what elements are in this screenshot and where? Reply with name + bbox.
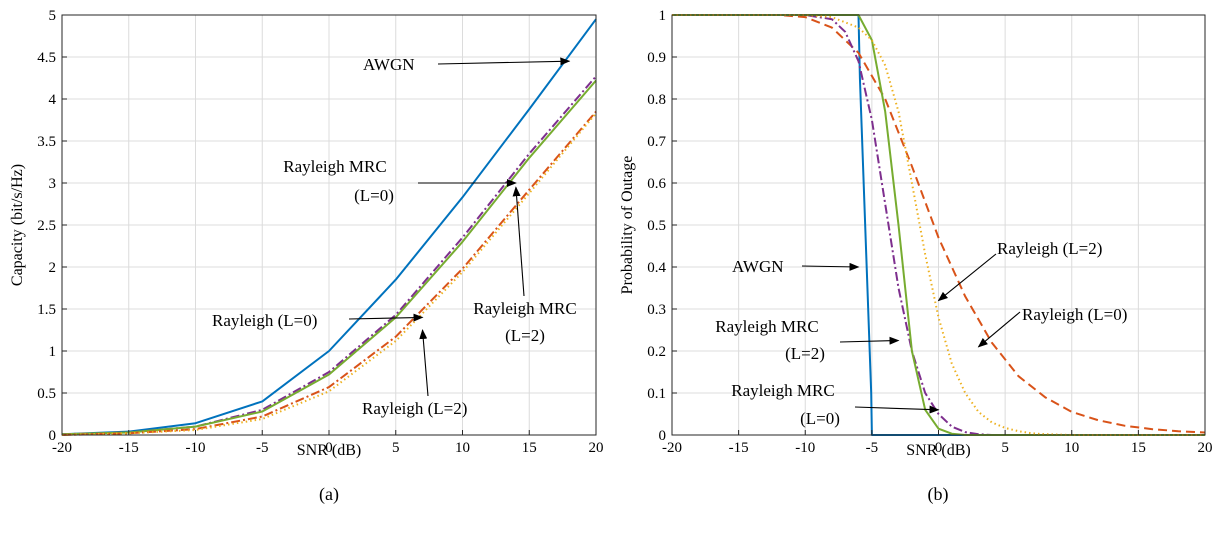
outage-annotation-rayleigh-mrc-l2-arrow xyxy=(839,336,900,345)
outage-annotation-rayleigh-mrc-l0-line2: (L=0) xyxy=(800,409,840,428)
outage-annotation-rayleigh-l0: Rayleigh (L=0) xyxy=(977,305,1127,348)
outage-series-line-2 xyxy=(672,14,1205,436)
outage-annotation-rayleigh-l2-label: Rayleigh (L=2) xyxy=(997,239,1102,258)
capacity-chart: -20 -15 -10 -5 0 5 10 15 20 0 0.5 1 1.5 2 2.5 3 3.5 4 4.5 5… xyxy=(9,8,604,505)
outage-x-tick-label: 10 xyxy=(1064,440,1079,456)
capacity-y-tick-label: 4 xyxy=(49,92,57,108)
capacity-x-tick-label: 15 xyxy=(522,440,537,456)
outage-y-tick-label: 0.1 xyxy=(647,386,666,402)
capacity-grid xyxy=(61,14,597,436)
capacity-series-line-0 xyxy=(61,18,597,436)
outage-annotation-rayleigh-mrc-l0-line1: Rayleigh MRC xyxy=(731,381,834,400)
outage-series-line-4 xyxy=(672,14,1205,436)
annotation-awgn-label: AWGN xyxy=(363,55,415,74)
annotation-rayleigh-l2: Rayleigh (L=2) xyxy=(362,329,467,418)
capacity-y-tick-label: 1.5 xyxy=(37,302,56,318)
annotation-rayleigh-l2-label: Rayleigh (L=2) xyxy=(362,399,467,418)
annotation-rayleigh-l0-label: Rayleigh (L=0) xyxy=(212,311,317,330)
annotation-rayleigh-l0-arrow xyxy=(348,313,424,322)
capacity-y-tick-label: 3.5 xyxy=(37,134,56,150)
outage-x-tick-label: 5 xyxy=(1001,440,1009,456)
outage-annotation-awgn: AWGN xyxy=(732,257,860,276)
capacity-x-tick-label: 0 xyxy=(325,440,333,456)
outage-annotation-rayleigh-l0-label: Rayleigh (L=0) xyxy=(1022,305,1127,324)
outage-grid xyxy=(671,14,1206,436)
annotation-rayleigh-mrc-l2-line2: (L=2) xyxy=(505,326,545,345)
outage-annotation-rayleigh-l2: Rayleigh (L=2) xyxy=(937,239,1102,302)
capacity-y-tick-label: 0.5 xyxy=(37,386,56,402)
capacity-x-axis-label: SNR (dB) xyxy=(297,442,361,459)
outage-annotation-rayleigh-mrc-l0: Rayleigh MRC (L=0) xyxy=(731,381,940,428)
outage-x-axis-label: SNR (dB) xyxy=(906,442,970,459)
capacity-x-tick-label: -10 xyxy=(186,440,206,456)
outage-x-tick-label: -20 xyxy=(662,440,682,456)
capacity-series-line-4 xyxy=(61,112,597,436)
annotation-awgn: AWGN xyxy=(363,55,571,74)
outage-y-tick-label: 0.5 xyxy=(647,218,666,234)
outage-annotation-rayleigh-l2-arrow xyxy=(937,253,997,302)
capacity-series-line-3 xyxy=(61,110,597,436)
capacity-ticks: -20 -15 -10 -5 0 5 10 15 20 0 0.5 1 1.5 2 2.5 3 3.5 4 4.5 5 xyxy=(37,8,603,456)
outage-y-tick-label: 0.9 xyxy=(647,50,666,66)
outage-annotation-rayleigh-mrc-l2-line2: (L=2) xyxy=(785,344,825,363)
annotation-rayleigh-l0: Rayleigh (L=0) xyxy=(212,311,424,330)
outage-annotation-rayleigh-mrc-l2-line1: Rayleigh MRC xyxy=(715,317,818,336)
outage-y-tick-label: 0.7 xyxy=(647,134,666,150)
capacity-y-axis-label: Capacity (bit/s/Hz) xyxy=(9,164,26,286)
outage-chart: -20 -15 -10 -5 0 5 10 15 20 0 0.1 0.2 0.3 0.4 0.5 0.6 0.… xyxy=(619,8,1213,505)
annotation-rayleigh-mrc-l0-line2: (L=0) xyxy=(354,186,394,205)
capacity-y-tick-label: 0 xyxy=(49,428,57,444)
outage-annotation-rayleigh-mrc-l2: Rayleigh MRC (L=2) xyxy=(715,317,900,363)
capacity-y-tick-label: 2.5 xyxy=(37,218,56,234)
outage-series-line-3 xyxy=(672,14,1205,436)
outage-annotation-awgn-label: AWGN xyxy=(732,257,784,276)
outage-x-tick-label: -5 xyxy=(866,440,879,456)
annotation-rayleigh-mrc-l2-line1: Rayleigh MRC xyxy=(473,299,576,318)
capacity-y-tick-label: 5 xyxy=(49,8,57,24)
capacity-x-tick-label: -20 xyxy=(52,440,72,456)
outage-y-tick-label: 0.8 xyxy=(647,92,666,108)
annotation-rayleigh-mrc-l0-line1: Rayleigh MRC xyxy=(283,157,386,176)
outage-annotation-awgn-arrow xyxy=(801,262,860,271)
capacity-caption: (a) xyxy=(319,484,339,505)
capacity-x-tick-label: 10 xyxy=(455,440,470,456)
outage-x-tick-label: 0 xyxy=(935,440,943,456)
outage-y-tick-label: 0.6 xyxy=(647,176,666,192)
capacity-y-tick-label: 3 xyxy=(49,176,57,192)
capacity-x-tick-label: -5 xyxy=(256,440,269,456)
outage-annotation-rayleigh-mrc-l0-arrow xyxy=(854,405,940,414)
outage-x-tick-label: 20 xyxy=(1198,440,1213,456)
capacity-x-tick-label: 20 xyxy=(589,440,604,456)
outage-y-tick-label: 0 xyxy=(659,428,667,444)
outage-caption: (b) xyxy=(928,484,949,505)
outage-y-tick-label: 1 xyxy=(659,8,667,24)
outage-series-line-1 xyxy=(672,14,1206,434)
outage-y-tick-label: 0.3 xyxy=(647,302,666,318)
outage-ticks: -20 -15 -10 -5 0 5 10 15 20 0 0.1 0.2 0.3 0.4 0.5 0.6 0.… xyxy=(647,8,1212,456)
outage-y-tick-label: 0.4 xyxy=(647,260,666,276)
outage-annotation-rayleigh-l0-arrow xyxy=(977,311,1021,348)
outage-y-tick-label: 0.2 xyxy=(647,344,666,360)
capacity-y-tick-label: 1 xyxy=(49,344,57,360)
annotation-rayleigh-mrc-l0: Rayleigh MRC (L=0) xyxy=(283,157,517,205)
annotation-rayleigh-mrc-l2: Rayleigh MRC (L=2) xyxy=(473,186,577,345)
outage-x-tick-label: -15 xyxy=(729,440,749,456)
outage-x-tick-label: 15 xyxy=(1131,440,1146,456)
capacity-x-tick-label: 5 xyxy=(392,440,400,456)
capacity-x-tick-label: -15 xyxy=(119,440,139,456)
outage-x-tick-label: -10 xyxy=(795,440,815,456)
outage-y-axis-label: Probability of Outage xyxy=(619,156,636,295)
annotation-awgn-arrow xyxy=(437,57,571,66)
annotation-rayleigh-mrc-l2-arrow xyxy=(512,186,525,297)
capacity-y-tick-label: 4.5 xyxy=(37,50,56,66)
capacity-y-tick-label: 2 xyxy=(49,260,57,276)
annotation-rayleigh-l2-arrow xyxy=(419,329,429,397)
